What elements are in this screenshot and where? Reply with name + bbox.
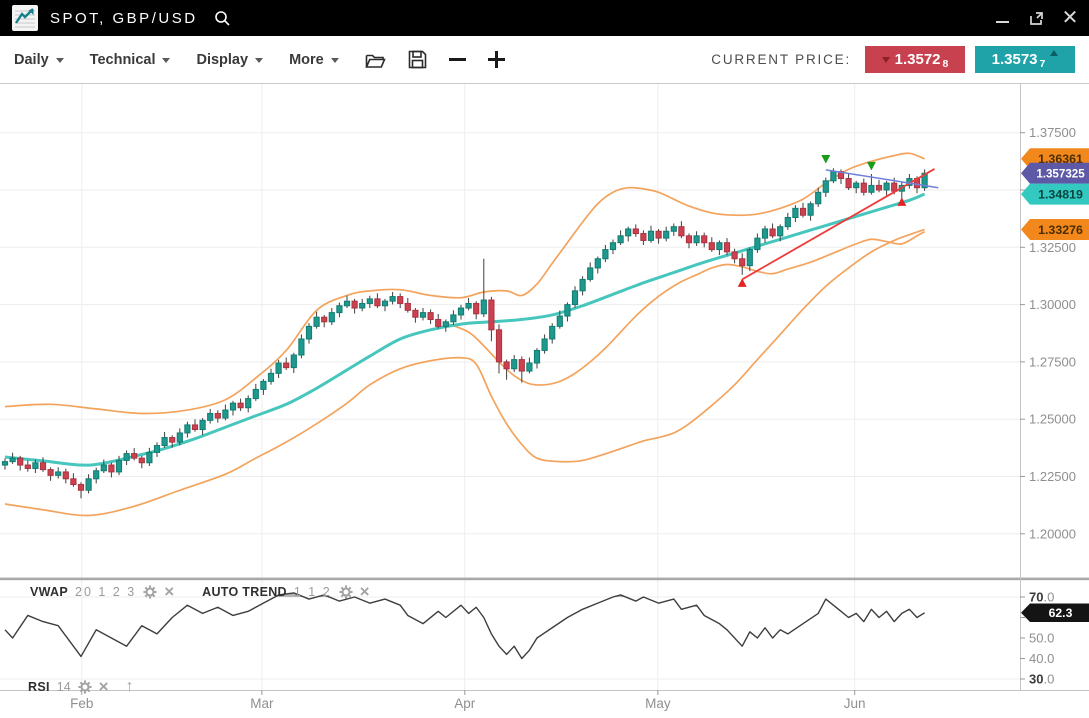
band-lower-inner-line bbox=[445, 230, 926, 386]
svg-text:30.0: 30.0 bbox=[1029, 672, 1054, 687]
search-icon[interactable] bbox=[214, 10, 231, 27]
chevron-down-icon bbox=[330, 58, 339, 63]
auto-trend-remove-icon[interactable]: × bbox=[359, 582, 370, 601]
vwap-legend-label: VWAP bbox=[30, 585, 69, 599]
vwap-settings-gear-icon[interactable] bbox=[143, 585, 157, 599]
trend-line bbox=[741, 168, 935, 281]
price-down-arrow-icon bbox=[881, 56, 890, 63]
svg-text:40.0: 40.0 bbox=[1029, 651, 1054, 666]
window-title: SPOT, GBP/USD bbox=[50, 9, 198, 27]
ask-price-badge[interactable]: 1.3573 7 bbox=[975, 46, 1075, 73]
svg-text:1.34819: 1.34819 bbox=[1038, 187, 1083, 201]
svg-text:Feb: Feb bbox=[70, 696, 93, 711]
rsi-legend-row: RSI 14 × ↑ bbox=[28, 678, 134, 696]
band-lower-line bbox=[4, 228, 925, 517]
open-folder-icon[interactable] bbox=[365, 51, 386, 69]
current-price-label: CURRENT PRICE: bbox=[711, 52, 851, 67]
rsi-legend-label: RSI bbox=[28, 680, 50, 694]
svg-text:1.20000: 1.20000 bbox=[1029, 526, 1076, 541]
vwap-line bbox=[4, 192, 926, 467]
price-axis-badge: 1.33276 bbox=[1021, 219, 1089, 241]
trend-line bbox=[825, 169, 939, 189]
chevron-down-icon bbox=[255, 58, 264, 63]
rsi-collapse-arrow-icon[interactable]: ↑ bbox=[125, 678, 134, 695]
zoom-out-button[interactable] bbox=[448, 57, 466, 62]
menu-more-label: More bbox=[289, 51, 324, 68]
price-up-arrow-icon bbox=[1050, 50, 1059, 56]
vwap-remove-icon[interactable]: × bbox=[164, 582, 175, 601]
titlebar: SPOT, GBP/USD ✕ bbox=[0, 0, 1089, 36]
svg-text:1.22500: 1.22500 bbox=[1029, 469, 1076, 484]
bid-price-badge[interactable]: 1.3572 8 bbox=[865, 46, 965, 73]
chevron-down-icon bbox=[55, 58, 64, 63]
svg-text:1.30000: 1.30000 bbox=[1029, 297, 1076, 312]
svg-text:Mar: Mar bbox=[250, 696, 274, 711]
auto-trend-legend-label: AUTO TREND bbox=[202, 585, 287, 599]
rsi-legend-params: 14 bbox=[56, 680, 71, 694]
trend-signal-marker bbox=[866, 161, 876, 171]
menu-technical[interactable]: Technical bbox=[90, 52, 171, 68]
svg-text:May: May bbox=[645, 696, 671, 711]
band-upper-line bbox=[4, 152, 925, 415]
toolbar: Daily Technical Display More CURRENT PRI… bbox=[0, 36, 1089, 84]
menu-daily-label: Daily bbox=[14, 51, 49, 68]
svg-text:1.37500: 1.37500 bbox=[1029, 125, 1076, 140]
ask-price-pip: 7 bbox=[1039, 58, 1046, 70]
svg-text:1.25000: 1.25000 bbox=[1029, 412, 1076, 427]
price-axis-badge: 1.357325 bbox=[1021, 162, 1089, 184]
svg-text:Jun: Jun bbox=[844, 696, 866, 711]
minimize-button[interactable] bbox=[993, 9, 1011, 27]
zoom-in-button[interactable] bbox=[487, 51, 505, 68]
indicator-legend-row: VWAP 20 1 2 3 × AUTO TREND 1 1 2 bbox=[30, 582, 370, 601]
menu-more[interactable]: More bbox=[289, 52, 339, 68]
price-axis-badge: 1.34819 bbox=[1021, 183, 1089, 205]
chart-area: 1.375001.350001.325001.300001.275001.250… bbox=[0, 84, 1089, 718]
popout-button[interactable] bbox=[1027, 9, 1045, 27]
trend-signal-marker bbox=[897, 197, 907, 206]
rsi-remove-icon[interactable]: × bbox=[98, 677, 109, 696]
svg-text:1.27500: 1.27500 bbox=[1029, 354, 1076, 369]
price-axis-badge: 62.3 bbox=[1021, 603, 1089, 623]
bid-price-value: 1.3572 bbox=[894, 51, 941, 68]
svg-text:1.36361: 1.36361 bbox=[1038, 152, 1083, 166]
price-chart[interactable]: 1.375001.350001.325001.300001.275001.250… bbox=[0, 84, 1089, 718]
close-icon[interactable]: ✕ bbox=[1061, 7, 1079, 29]
svg-text:50.0: 50.0 bbox=[1029, 631, 1054, 646]
auto-trend-settings-gear-icon[interactable] bbox=[339, 585, 353, 599]
window-controls: ✕ bbox=[993, 0, 1079, 36]
trend-signal-marker bbox=[737, 278, 747, 287]
svg-text:70.0: 70.0 bbox=[1029, 590, 1054, 605]
trend-signal-marker bbox=[821, 155, 831, 164]
svg-text:62.3: 62.3 bbox=[1049, 606, 1073, 620]
menu-daily[interactable]: Daily bbox=[14, 52, 64, 68]
svg-text:Apr: Apr bbox=[454, 696, 476, 711]
candles-layer bbox=[1, 168, 928, 499]
chevron-down-icon bbox=[162, 58, 171, 63]
rsi-settings-gear-icon[interactable] bbox=[78, 680, 92, 694]
bid-price-pip: 8 bbox=[942, 58, 949, 70]
rsi-line bbox=[4, 592, 925, 660]
app-logo-icon bbox=[12, 5, 38, 31]
menu-technical-label: Technical bbox=[89, 51, 156, 68]
menu-display-label: Display bbox=[196, 51, 249, 68]
svg-text:1.357325: 1.357325 bbox=[1036, 168, 1085, 181]
svg-text:1.32500: 1.32500 bbox=[1029, 240, 1076, 255]
save-icon[interactable] bbox=[408, 50, 427, 69]
auto-trend-legend-params: 1 1 2 bbox=[293, 585, 332, 599]
ask-price-value: 1.3573 bbox=[991, 51, 1038, 68]
vwap-legend-params: 20 1 2 3 bbox=[75, 585, 137, 599]
menu-display[interactable]: Display bbox=[196, 51, 264, 68]
svg-text:1.33276: 1.33276 bbox=[1038, 223, 1083, 237]
